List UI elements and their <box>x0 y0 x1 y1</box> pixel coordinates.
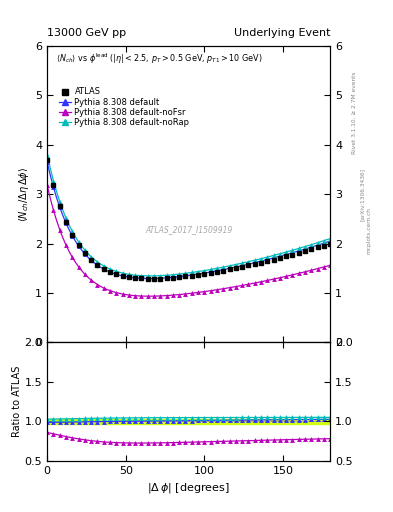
Y-axis label: $\langle N_{ch} / \Delta\eta\, \Delta\phi \rangle$: $\langle N_{ch} / \Delta\eta\, \Delta\ph… <box>17 166 31 222</box>
X-axis label: $|\Delta\,\phi|$ [degrees]: $|\Delta\,\phi|$ [degrees] <box>147 481 230 495</box>
Text: 13000 GeV pp: 13000 GeV pp <box>47 28 126 38</box>
Text: ATLAS_2017_I1509919: ATLAS_2017_I1509919 <box>145 225 232 234</box>
Text: [arXiv:1306.3436]: [arXiv:1306.3436] <box>360 168 365 221</box>
Y-axis label: Ratio to ATLAS: Ratio to ATLAS <box>12 366 22 437</box>
Text: Underlying Event: Underlying Event <box>233 28 330 38</box>
Bar <box>47 419 330 423</box>
Text: Rivet 3.1.10, ≥ 2.7M events: Rivet 3.1.10, ≥ 2.7M events <box>352 71 357 154</box>
Text: $\langle N_{ch}\rangle$ vs $\phi^{\rm lead}$ ($|\eta| < 2.5$, $p_T > 0.5$ GeV, $: $\langle N_{ch}\rangle$ vs $\phi^{\rm le… <box>56 52 262 67</box>
Text: mcplots.cern.ch: mcplots.cern.ch <box>366 207 371 254</box>
Legend: ATLAS, Pythia 8.308 default, Pythia 8.308 default-noFsr, Pythia 8.308 default-no: ATLAS, Pythia 8.308 default, Pythia 8.30… <box>57 86 191 129</box>
